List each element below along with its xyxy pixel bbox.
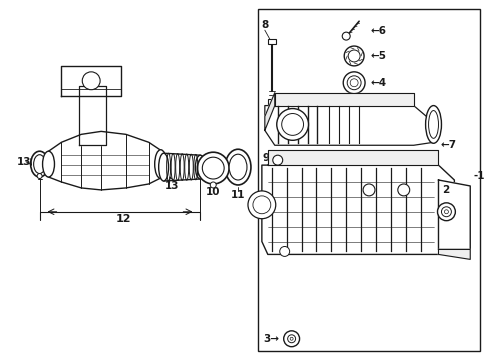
Circle shape [441, 207, 450, 217]
Circle shape [197, 152, 229, 184]
Polygon shape [264, 105, 433, 145]
Ellipse shape [224, 149, 250, 185]
Ellipse shape [154, 150, 166, 179]
Ellipse shape [229, 154, 246, 180]
Circle shape [247, 191, 275, 219]
Polygon shape [438, 180, 469, 249]
Ellipse shape [427, 111, 438, 138]
Circle shape [281, 113, 303, 135]
Text: 10: 10 [205, 187, 220, 197]
Circle shape [444, 210, 447, 214]
Text: ←6: ←6 [370, 26, 386, 36]
Polygon shape [438, 249, 469, 260]
Text: 12: 12 [115, 214, 130, 224]
Circle shape [287, 335, 295, 343]
Text: 9→: 9→ [263, 153, 278, 163]
Polygon shape [262, 165, 453, 255]
Ellipse shape [31, 151, 48, 177]
Circle shape [272, 155, 282, 165]
Circle shape [344, 46, 364, 66]
Text: 11: 11 [230, 190, 245, 200]
Ellipse shape [158, 153, 168, 181]
Ellipse shape [195, 155, 205, 179]
Polygon shape [79, 86, 106, 145]
Circle shape [347, 50, 359, 62]
Bar [267, 39, 275, 44]
Bar [257, 9, 479, 351]
Circle shape [349, 79, 357, 87]
Circle shape [279, 247, 289, 256]
Bar [267, 99, 275, 105]
Ellipse shape [42, 151, 54, 177]
Text: -1: -1 [473, 171, 484, 181]
Circle shape [346, 76, 360, 90]
Circle shape [342, 32, 349, 40]
Text: 3→: 3→ [263, 334, 279, 344]
Circle shape [397, 184, 409, 196]
Circle shape [289, 337, 292, 340]
Circle shape [362, 184, 374, 196]
Text: 13: 13 [17, 157, 31, 167]
Circle shape [202, 157, 224, 179]
Ellipse shape [425, 105, 441, 143]
Text: 13: 13 [165, 181, 180, 191]
Text: ←7: ←7 [440, 140, 455, 150]
Polygon shape [267, 150, 438, 165]
Circle shape [37, 174, 42, 179]
Circle shape [252, 196, 270, 214]
Polygon shape [61, 66, 121, 96]
Circle shape [343, 72, 365, 94]
Polygon shape [264, 93, 274, 130]
Text: 8: 8 [261, 20, 268, 30]
Ellipse shape [34, 155, 45, 174]
Text: ←5: ←5 [370, 51, 386, 61]
Polygon shape [274, 93, 413, 105]
Circle shape [210, 182, 216, 188]
Circle shape [82, 72, 100, 90]
Text: 2: 2 [441, 185, 448, 195]
Text: ←4: ←4 [370, 78, 386, 88]
Circle shape [276, 109, 308, 140]
Circle shape [437, 203, 454, 221]
Circle shape [283, 331, 299, 347]
